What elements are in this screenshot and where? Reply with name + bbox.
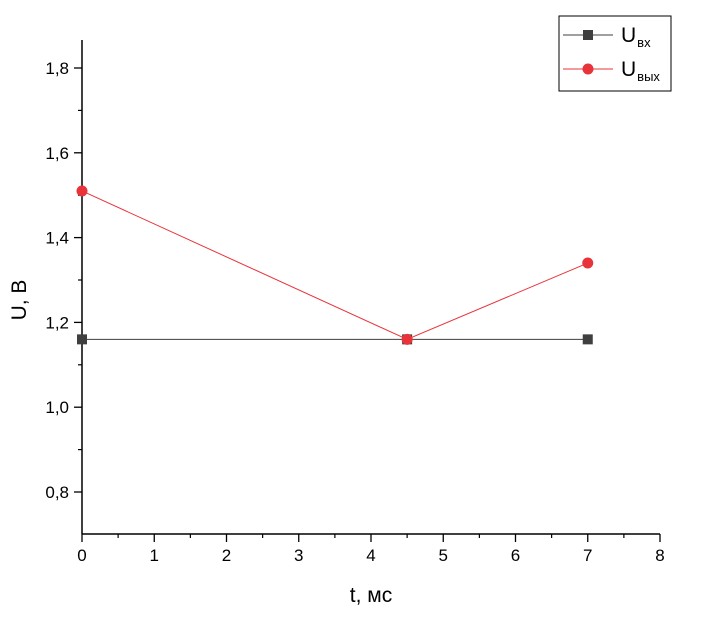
x-tick-label: 7: [583, 546, 592, 565]
y-tick-label: 1,2: [45, 313, 69, 332]
legend-marker: [583, 30, 593, 40]
axes: [81, 40, 660, 535]
x-axis-title: t, мс: [350, 584, 392, 607]
x-tick-label: 8: [655, 546, 664, 565]
legend-box: [558, 15, 672, 92]
data-point: [582, 334, 593, 345]
legend-marker: [582, 63, 594, 75]
x-tick-label: 0: [77, 546, 86, 565]
ticks: 0 1 2 3 4 5 6 7 8 0,8 1,0 1,2 1,4 1,6 1,8: [45, 59, 664, 565]
series-line: [81, 190, 588, 340]
x-tick-label: 5: [439, 546, 448, 565]
y-axis-title: U, В: [8, 280, 31, 321]
y-tick-label: 1,0: [45, 398, 69, 417]
y-tick-label: 1,8: [45, 59, 69, 78]
x-tick-label: 6: [511, 546, 520, 565]
y-tick-label: 1,4: [45, 229, 69, 248]
data-point: [582, 257, 594, 269]
legend-label-subscript: вх: [637, 35, 651, 50]
x-tick-label: 4: [366, 546, 375, 565]
y-tick-label: 1,6: [45, 144, 69, 163]
legend-label-subscript: вых: [637, 69, 660, 84]
data-point: [76, 185, 88, 197]
x-tick-label: 3: [294, 546, 303, 565]
series-2: [76, 185, 594, 345]
y-tick-label: 0,8: [45, 483, 69, 502]
x-tick-label: 1: [150, 546, 159, 565]
x-tick-label: 2: [222, 546, 231, 565]
data-point: [77, 334, 87, 345]
series-1: [77, 334, 593, 345]
data-point: [401, 333, 413, 345]
series-layer: [76, 185, 594, 345]
